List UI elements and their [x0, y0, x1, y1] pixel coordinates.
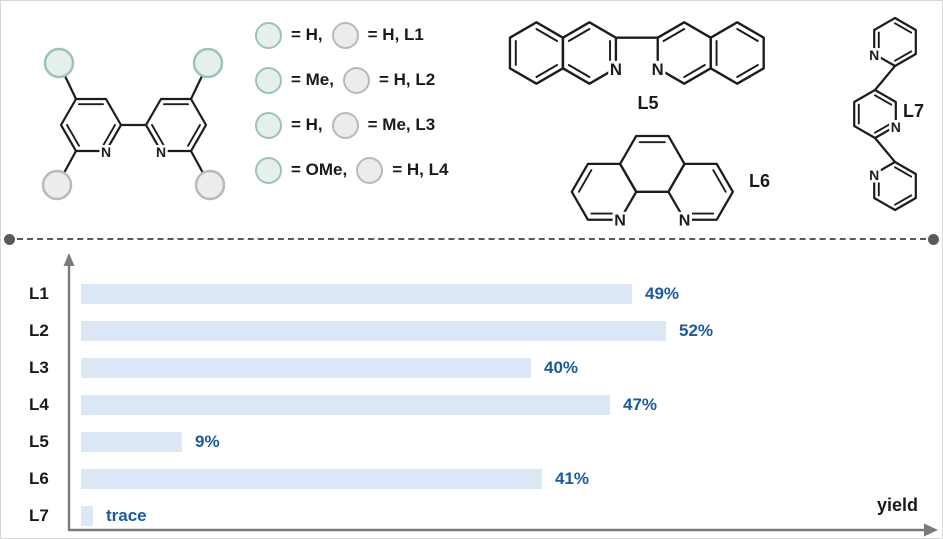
green-substituent-icon — [255, 111, 282, 139]
chart-value-label: 49% — [645, 284, 680, 303]
bipyridine-structure: N N — [41, 47, 226, 201]
green-substituent-circle — [192, 47, 224, 79]
chart-value-label: 47% — [623, 395, 658, 414]
legend-left-text: = H, — [291, 115, 323, 134]
legend-right-text: = H, L1 — [367, 25, 424, 44]
chart-value-label: 52% — [679, 321, 714, 340]
chart-category-label: L7 — [29, 506, 49, 525]
chart-rows: L1 49% L2 52% L3 40% L4 47% L5 9% L6 41% L7 trace — [1, 251, 942, 538]
legend-row-l4: = OMe, = H, L4 — [255, 156, 448, 184]
nitrogen-atom-label: N — [869, 167, 879, 183]
nitrogen-atom-label: N — [652, 60, 664, 79]
y-axis-arrow-icon — [63, 253, 75, 266]
chart-category-label: L5 — [29, 432, 49, 451]
chart-bar — [81, 432, 182, 452]
section-divider — [17, 238, 926, 240]
nitrogen-atom-label: N — [614, 211, 626, 229]
chart-bar — [81, 469, 542, 489]
chart-bar — [81, 321, 666, 341]
ligand-l5-structure: N N — [508, 21, 765, 85]
chart-row: L6 41% — [1, 468, 942, 489]
gray-substituent-circle — [41, 169, 73, 201]
nitrogen-atom-label: N — [101, 144, 111, 160]
legend-left-text: = H, — [291, 25, 323, 44]
chart-axes — [63, 253, 938, 537]
chart-category-label: L2 — [29, 321, 49, 340]
chart-bar — [81, 506, 93, 526]
chart-bar — [81, 395, 610, 415]
green-substituent-icon — [255, 156, 282, 184]
chart-bar — [81, 358, 531, 378]
chart-row: L5 9% — [1, 431, 942, 452]
nitrogen-atom-label: N — [679, 211, 691, 229]
ligand-l7-structure: N N N — [853, 16, 917, 212]
ligand-l6-structure: N N — [570, 134, 734, 231]
legend-row-l2: = Me, = H, L2 — [255, 66, 448, 94]
divider-dot-left — [4, 234, 15, 245]
ligand-l5-label: L5 — [637, 93, 659, 113]
green-substituent-icon — [255, 21, 282, 49]
chart-category-label: L4 — [29, 395, 49, 414]
chart-bar — [81, 284, 632, 304]
legend-row-l1: = H, = H, L1 — [255, 21, 448, 49]
ligand-l6-label: L6 — [749, 171, 771, 191]
ligand-l7-label: L7 — [903, 101, 925, 121]
gray-substituent-icon — [331, 21, 359, 49]
legend-left-text: = Me, — [291, 70, 334, 89]
chart-category-label: L6 — [29, 469, 49, 488]
nitrogen-atom-label: N — [869, 47, 879, 63]
legend-row-l3: = H, = Me, L3 — [255, 111, 448, 139]
yield-bar-chart: L1 49% L2 52% L3 40% L4 47% L5 9% L6 41% L7 trace yie… — [1, 251, 942, 538]
chart-value-label: 9% — [195, 432, 220, 451]
nitrogen-atom-label: N — [610, 60, 622, 79]
chart-row: L2 52% — [1, 320, 942, 341]
gray-substituent-icon — [356, 156, 384, 184]
chart-category-label: L1 — [29, 284, 49, 303]
substituent-legend: = H, = H, L1 = Me, = H, L2 = H, = Me, L3… — [255, 21, 448, 184]
chart-value-label: trace — [106, 506, 147, 525]
nitrogen-atom-label: N — [156, 144, 166, 160]
x-axis-label: yield — [877, 495, 919, 515]
chart-row: L4 47% — [1, 394, 942, 415]
gray-substituent-icon — [343, 66, 370, 94]
legend-left-text: = OMe, — [291, 160, 348, 179]
nitrogen-atom-label: N — [891, 119, 901, 135]
chart-row: L7 trace — [1, 505, 942, 526]
chart-row: L3 40% — [1, 357, 942, 378]
chart-value-label: 40% — [544, 358, 579, 377]
chart-category-label: L3 — [29, 358, 49, 377]
green-substituent-icon — [255, 66, 282, 94]
gray-substituent-icon — [331, 111, 359, 139]
legend-right-text: = H, L4 — [392, 160, 449, 179]
chart-value-label: 41% — [555, 469, 590, 488]
gray-substituent-circle — [194, 169, 226, 201]
chart-row: L1 49% — [1, 283, 942, 304]
divider-dot-right — [928, 234, 939, 245]
green-substituent-circle — [43, 47, 75, 79]
x-axis-arrow-icon — [924, 523, 938, 537]
legend-right-text: = H, L2 — [379, 70, 436, 89]
legend-right-text: = Me, L3 — [367, 115, 436, 134]
